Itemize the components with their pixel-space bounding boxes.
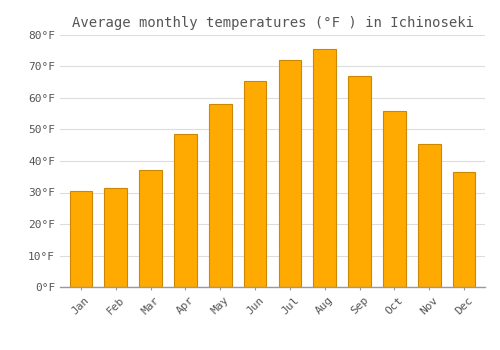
Bar [244, 80, 266, 287]
Bar [348, 76, 371, 287]
Bar [314, 49, 336, 287]
Bar [104, 188, 127, 287]
Bar [453, 172, 475, 287]
Title: Average monthly temperatures (°F ) in Ichinoseki: Average monthly temperatures (°F ) in Ic… [72, 16, 473, 30]
Bar [209, 104, 232, 287]
Bar [418, 144, 440, 287]
Bar [278, 60, 301, 287]
Bar [140, 170, 162, 287]
Bar [174, 134, 197, 287]
Bar [383, 111, 406, 287]
Bar [70, 191, 92, 287]
